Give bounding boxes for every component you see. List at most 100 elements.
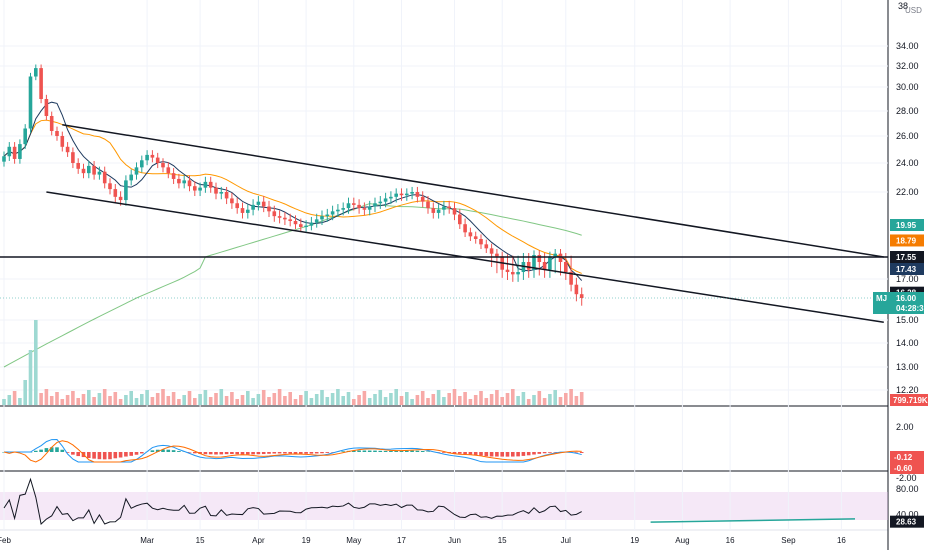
time-axis-label: Apr <box>252 536 265 545</box>
volume-bar <box>452 389 457 405</box>
candle-body <box>261 201 266 207</box>
volume-bar <box>7 395 12 405</box>
volume-bar <box>71 391 75 405</box>
volume-bar <box>97 393 102 405</box>
candle-body <box>2 156 6 162</box>
volume-bar <box>134 398 139 405</box>
macd-histogram-bar <box>352 450 356 452</box>
volume-bar <box>574 396 579 405</box>
macd-histogram-bar <box>166 449 171 452</box>
volume-bar <box>511 389 515 405</box>
price-tick-label: 13.00 <box>896 362 919 372</box>
candle-body <box>564 262 568 273</box>
candle-body <box>442 206 446 210</box>
macd-histogram-bar <box>314 452 319 454</box>
volume-bar <box>405 392 409 405</box>
volume-bar <box>44 389 49 405</box>
volume-bar <box>28 350 33 405</box>
ma-medium-line <box>3 119 582 274</box>
candle-body <box>124 180 128 201</box>
candle-body <box>299 224 303 227</box>
volume-bar <box>426 398 430 405</box>
candle-body <box>283 217 287 220</box>
volume-bar <box>484 398 489 405</box>
macd-histogram-bar <box>60 449 65 452</box>
time-axis[interactable]: Feb Mar 15 Apr 19 May 17 Jun 15 Jul 19 Aug 16 Sep 16 <box>0 536 846 545</box>
volume-bar <box>394 389 398 405</box>
volume-bar <box>288 392 292 405</box>
macd-histogram-bar <box>473 452 478 456</box>
macd-histogram-bar <box>224 452 229 455</box>
candle-body <box>405 193 409 196</box>
candle-body <box>367 206 372 210</box>
macd-histogram-bar <box>193 452 197 454</box>
candle-body <box>373 203 377 207</box>
ma-short-line <box>3 101 583 281</box>
macd-tag-label: -0.12 <box>894 453 913 462</box>
candle-body <box>166 167 171 174</box>
price-tick-label: 22.00 <box>896 187 919 197</box>
candle-body <box>479 239 483 245</box>
macd-histogram-bar <box>394 450 398 452</box>
volume-bar <box>161 389 165 405</box>
volume-bar <box>399 396 404 405</box>
macd-histogram-bar <box>44 448 49 452</box>
price-tag-label: 17.43 <box>896 265 917 274</box>
macd-histogram-bar <box>240 452 245 455</box>
macd-histogram-bar <box>383 450 388 452</box>
candle-body <box>436 209 441 213</box>
candle-body <box>458 214 462 225</box>
macd-histogram-bar <box>267 452 271 454</box>
candle-body <box>569 272 573 285</box>
candle-body <box>277 216 282 218</box>
candle-body <box>463 224 467 233</box>
volume-bar <box>39 393 43 405</box>
candle-body <box>542 262 547 270</box>
volume-bar <box>219 389 224 405</box>
macd-histogram-bar <box>495 452 499 457</box>
candle-body <box>330 211 335 215</box>
time-axis-label: 16 <box>726 536 735 545</box>
candle-body <box>7 146 12 157</box>
candle-body <box>182 180 186 184</box>
candle-body <box>113 189 118 197</box>
candle-body <box>171 173 176 179</box>
candle-body <box>230 198 234 204</box>
macd-histogram-bar <box>256 452 261 455</box>
price-tick-label: 30.00 <box>896 82 919 92</box>
candle-body <box>92 165 96 175</box>
volume-bar <box>304 391 308 405</box>
volume-bar <box>214 393 218 405</box>
volume-bar <box>336 389 340 405</box>
volume-bar <box>177 399 181 405</box>
candle-body <box>431 208 436 213</box>
macd-histogram-bar <box>293 452 298 454</box>
price-axis[interactable]: 34.00 32.00 30.00 28.00 26.00 24.00 22.00 17.00… <box>873 1 929 528</box>
candle-body <box>383 198 388 202</box>
volume-tag-label: 799.719K <box>893 396 928 405</box>
volume-bar <box>495 390 499 405</box>
macd-histogram-bar <box>415 450 420 452</box>
macd-histogram-bar <box>389 450 393 452</box>
volume-bar <box>267 397 271 405</box>
rsi-divergence-line <box>650 518 856 523</box>
candle-body <box>314 219 319 223</box>
candle-body <box>28 76 33 129</box>
macd-histogram-bar <box>214 452 218 455</box>
last-price-tag <box>873 292 924 314</box>
macd-histogram-bar <box>97 452 102 460</box>
time-axis-label: 15 <box>196 536 205 545</box>
candle-body <box>548 256 552 270</box>
candle-body <box>44 99 49 116</box>
volume-bar <box>357 395 361 405</box>
macd-histogram-bar <box>479 452 483 456</box>
candle-body <box>134 167 139 175</box>
macd-histogram-bar <box>187 452 192 453</box>
macd-histogram-bar <box>34 450 38 452</box>
volume-bar <box>49 396 54 405</box>
price-tag <box>890 263 924 275</box>
candle-body <box>346 203 351 209</box>
price-tick-label: 15.00 <box>896 315 919 325</box>
candle-body <box>65 146 70 153</box>
